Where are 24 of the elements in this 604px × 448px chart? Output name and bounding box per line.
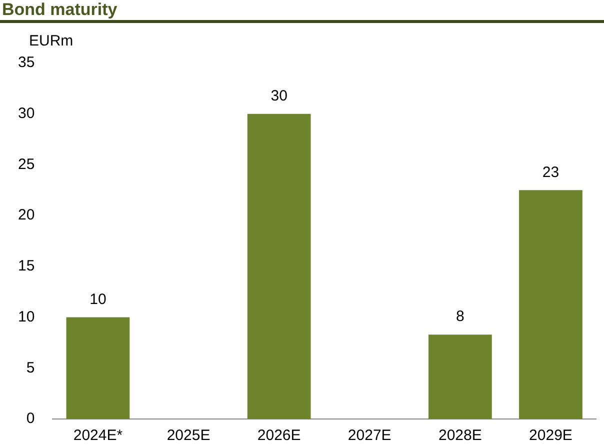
y-tick-label: 15 xyxy=(18,258,35,275)
x-tick-label: 2026E xyxy=(257,427,301,444)
y-tick-label: 10 xyxy=(18,308,35,326)
y-tick-label: 35 xyxy=(18,54,35,72)
x-tick-label: 2025E xyxy=(166,427,210,444)
y-tick-label: 25 xyxy=(18,156,35,173)
x-tick-label: 2029E xyxy=(529,427,572,444)
y-tick-label: 30 xyxy=(18,105,35,122)
y-axis-title: EURm xyxy=(29,32,74,50)
data-label: 23 xyxy=(542,164,560,181)
x-tick-label: 2028E xyxy=(438,427,482,444)
bar xyxy=(66,317,130,419)
y-tick-label: 5 xyxy=(26,359,35,376)
y-tick-label: 20 xyxy=(18,206,35,224)
x-tick-label: 2027E xyxy=(348,427,392,444)
chart-title: Bond maturity xyxy=(1,0,118,20)
bar xyxy=(247,114,311,419)
data-label: 10 xyxy=(90,290,106,308)
y-tick-label: 0 xyxy=(26,410,35,428)
data-label: 8 xyxy=(456,308,464,326)
bar xyxy=(428,334,492,419)
data-label: 30 xyxy=(270,88,288,104)
bar xyxy=(519,190,582,419)
x-tick-label: 2024E* xyxy=(73,427,123,444)
